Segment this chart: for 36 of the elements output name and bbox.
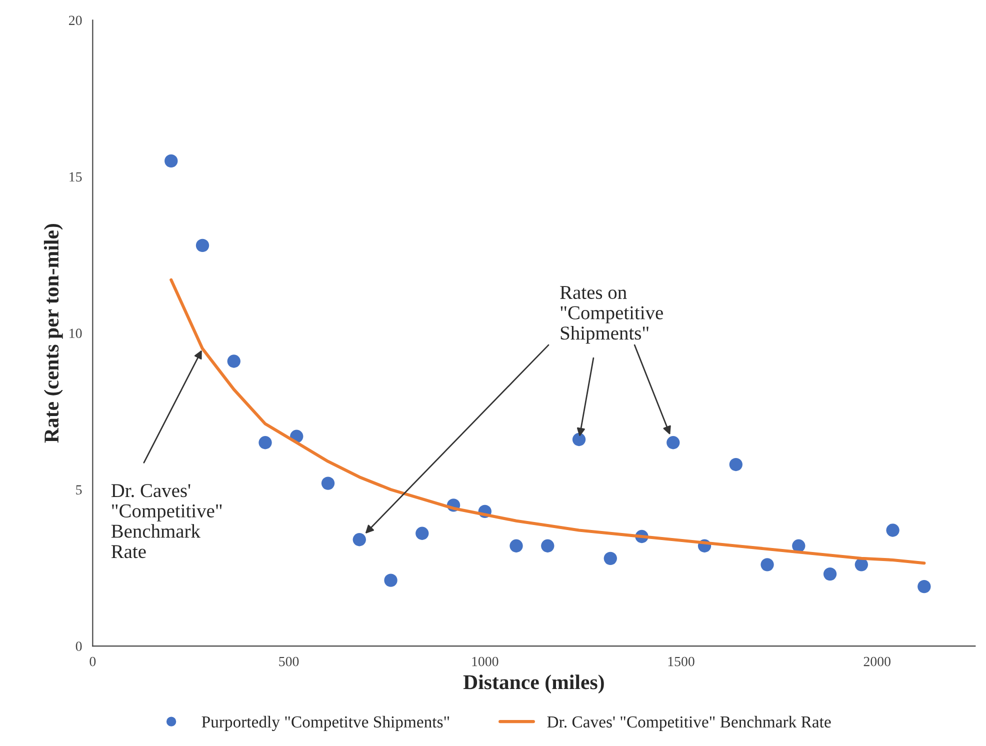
point xyxy=(227,354,240,368)
point xyxy=(541,539,554,552)
point xyxy=(792,539,806,552)
annotation: Rates on "Competitive Shipments" xyxy=(560,286,663,344)
point xyxy=(886,524,900,537)
point xyxy=(823,567,837,581)
y-axis-title: Rate (cents per ton-mile) xyxy=(44,224,63,443)
point xyxy=(510,539,523,552)
legend-label: Dr. Caves' "Competitive" Benchmark Rate xyxy=(547,716,831,731)
point xyxy=(918,580,931,594)
y-tick-label: 10 xyxy=(70,328,82,338)
annotation: Dr. Caves' "Competitive" Benchmark Rate xyxy=(111,484,222,558)
x-tick-label: 2000 xyxy=(864,656,890,666)
y-tick-label: 0 xyxy=(76,642,82,651)
point xyxy=(416,526,429,540)
point xyxy=(321,476,335,490)
point xyxy=(854,558,868,572)
point xyxy=(258,436,272,450)
x-tick-label: 1500 xyxy=(668,656,694,666)
x-tick-label: 0 xyxy=(90,656,96,666)
x-axis-title: Distance (miles) xyxy=(463,674,604,694)
legend-label: Purportedly "Competitve Shipments" xyxy=(202,716,450,731)
point xyxy=(572,432,586,446)
x-tick-label: 500 xyxy=(279,656,299,666)
point xyxy=(604,552,617,565)
point xyxy=(666,436,680,450)
point xyxy=(352,533,366,546)
point xyxy=(729,458,742,472)
y-tick-label: 5 xyxy=(76,485,82,495)
y-tick-label: 20 xyxy=(68,16,82,26)
x-tick-label: 1000 xyxy=(472,656,498,666)
point xyxy=(196,238,210,252)
point xyxy=(760,558,774,572)
y-tick-label: 15 xyxy=(70,172,82,182)
point xyxy=(384,574,398,587)
point xyxy=(164,154,178,168)
